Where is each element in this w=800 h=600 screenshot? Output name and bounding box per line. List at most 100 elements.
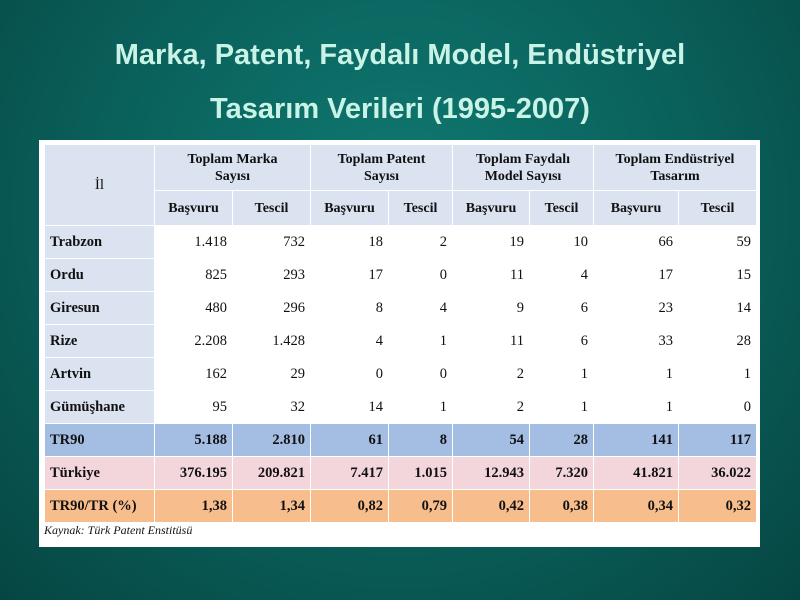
table-cell: 6 [529, 324, 594, 358]
table-cell: 0,79 [388, 489, 453, 523]
table-row: Trabzon 1.418 732 18 2 19 10 66 59 [44, 225, 757, 259]
table-cell: 17 [593, 258, 679, 292]
table-cell: 209.821 [232, 456, 311, 490]
table-row: Giresun 480 296 8 4 9 6 23 14 [44, 291, 757, 325]
sub-header-tescil: Tescil [232, 190, 311, 226]
table-cell: 11 [452, 258, 530, 292]
table-cell: 2.208 [154, 324, 233, 358]
table-cell: 4 [529, 258, 594, 292]
table-cell: 296 [232, 291, 311, 325]
table-cell: 0,82 [310, 489, 389, 523]
slide-title: Marka, Patent, Faydalı Model, Endüstriye… [0, 28, 800, 136]
header-group-endustriyel-tasarim: Toplam Endüstriyel Tasarım [593, 144, 757, 191]
table-cell: 54 [452, 423, 530, 457]
table-cell: 2 [452, 390, 530, 424]
table-row: Rize 2.208 1.428 4 1 11 6 33 28 [44, 324, 757, 358]
table-cell: 4 [310, 324, 389, 358]
table-body: Trabzon 1.418 732 18 2 19 10 66 59 Ordu 825 293 17 0 1… [44, 225, 757, 523]
header-row-sub: Başvuru Tescil Başvuru Tescil Başvuru Tescil B… [45, 190, 757, 226]
table-cell: 1 [678, 357, 757, 391]
slide-title-line-1: Marka, Patent, Faydalı Model, Endüstriye… [114, 39, 686, 71]
table-cell: 32 [232, 390, 311, 424]
table-cell: 1,38 [154, 489, 233, 523]
table-row: Ordu 825 293 17 0 11 4 17 15 [44, 258, 757, 292]
table-cell: 0 [388, 258, 453, 292]
table-cell: 141 [593, 423, 679, 457]
table-cell: 33 [593, 324, 679, 358]
table-cell: 8 [310, 291, 389, 325]
row-label: Gümüşhane [44, 390, 155, 424]
table-cell: 29 [232, 357, 311, 391]
table-frame: İl Toplam Marka Sayısı Toplam Patent Sayıs… [39, 140, 760, 547]
row-label: Rize [44, 324, 155, 358]
table-row: Türkiye 376.195 209.821 7.417 1.015 12.943 7.3… [44, 456, 757, 490]
table-cell: 6 [529, 291, 594, 325]
table-cell: 15 [678, 258, 757, 292]
table-cell: 8 [388, 423, 453, 457]
table-cell: 2 [452, 357, 530, 391]
table-cell: 1 [529, 357, 594, 391]
table-cell: 1.418 [154, 225, 233, 259]
table-cell: 1 [529, 390, 594, 424]
table-cell: 1 [593, 357, 679, 391]
sub-header-tescil: Tescil [388, 190, 453, 226]
table-cell: 0,38 [529, 489, 594, 523]
table-cell: 7.417 [310, 456, 389, 490]
row-label: Türkiye [44, 456, 155, 490]
table-row: TR90/TR (%) 1,38 1,34 0,82 0,79 0,42 0,38 0,34 0… [44, 489, 757, 523]
table-row: TR90 5.188 2.810 61 8 54 28 141 117 [44, 423, 757, 457]
table-cell: 19 [452, 225, 530, 259]
table-cell: 10 [529, 225, 594, 259]
table-cell: 1.015 [388, 456, 453, 490]
sub-header-basvuru: Başvuru [154, 190, 233, 226]
slide-title-line-2: Tasarım Verileri (1995-2007) [210, 93, 590, 125]
table-cell: 0 [388, 357, 453, 391]
table-cell: 41.821 [593, 456, 679, 490]
table-cell: 5.188 [154, 423, 233, 457]
table-cell: 23 [593, 291, 679, 325]
table-cell: 28 [529, 423, 594, 457]
table-cell: 14 [678, 291, 757, 325]
table-cell: 11 [452, 324, 530, 358]
table-cell: 1 [388, 324, 453, 358]
sub-header-tescil: Tescil [678, 190, 757, 226]
row-label: Trabzon [44, 225, 155, 259]
table-cell: 2.810 [232, 423, 311, 457]
table-cell: 480 [154, 291, 233, 325]
table-cell: 0 [310, 357, 389, 391]
header-row-groups: İl Toplam Marka Sayısı Toplam Patent Sayıs… [44, 144, 757, 226]
table-cell: 0,42 [452, 489, 530, 523]
table-cell: 2 [388, 225, 453, 259]
row-label: TR90 [44, 423, 155, 457]
row-label: Artvin [44, 357, 155, 391]
table-row: Gümüşhane 95 32 14 1 2 1 1 0 [44, 390, 757, 424]
table-cell: 162 [154, 357, 233, 391]
table-cell: 293 [232, 258, 311, 292]
table-cell: 7.320 [529, 456, 594, 490]
sub-header-tescil: Tescil [529, 190, 594, 226]
sub-header-basvuru: Başvuru [593, 190, 679, 226]
table-cell: 376.195 [154, 456, 233, 490]
table-cell: 14 [310, 390, 389, 424]
table-cell: 9 [452, 291, 530, 325]
table-cell: 12.943 [452, 456, 530, 490]
table-cell: 36.022 [678, 456, 757, 490]
row-label: Ordu [44, 258, 155, 292]
header-group-patent: Toplam Patent Sayısı [310, 144, 453, 191]
table-cell: 0,32 [678, 489, 757, 523]
row-label: TR90/TR (%) [44, 489, 155, 523]
table-cell: 1,34 [232, 489, 311, 523]
table-cell: 59 [678, 225, 757, 259]
header-group-marka: Toplam Marka Sayısı [154, 144, 311, 191]
table-cell: 28 [678, 324, 757, 358]
sub-header-basvuru: Başvuru [452, 190, 530, 226]
table-cell: 0 [678, 390, 757, 424]
table-cell: 18 [310, 225, 389, 259]
table-cell: 61 [310, 423, 389, 457]
table-cell: 1.428 [232, 324, 311, 358]
sub-header-basvuru: Başvuru [310, 190, 389, 226]
table-cell: 732 [232, 225, 311, 259]
table-cell: 1 [388, 390, 453, 424]
header-il: İl [44, 144, 155, 226]
table-cell: 66 [593, 225, 679, 259]
